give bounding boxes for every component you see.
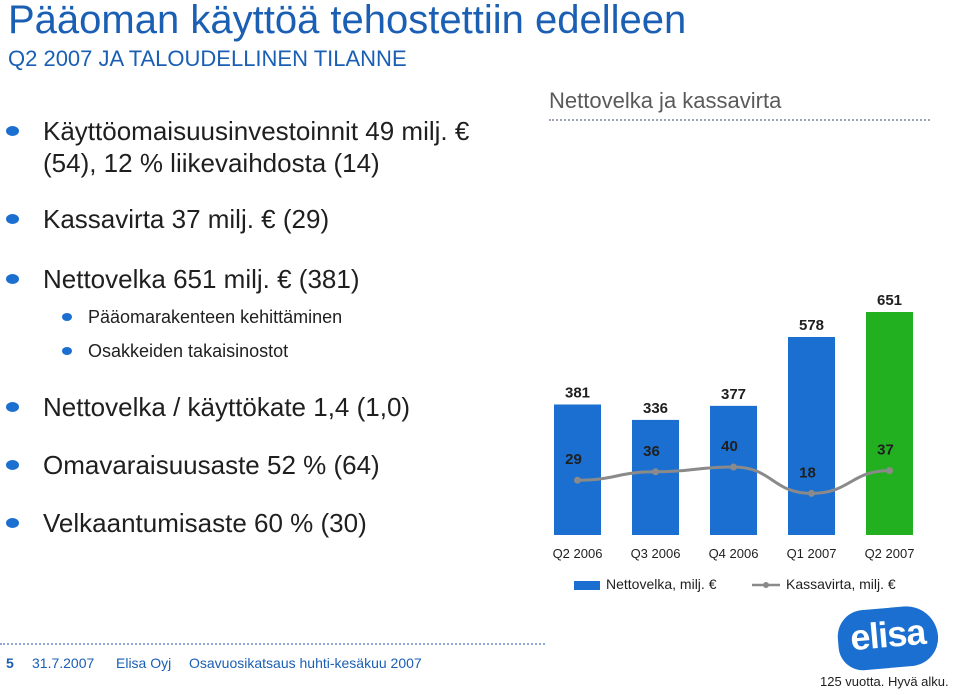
bullet-cashflow-text: Kassavirta 37 milj. € (29) [43,204,330,234]
cashflow-point-3 [730,463,737,471]
footer-divider [0,643,545,645]
footer-company: Elisa Oyj [116,655,172,671]
bar-value-label: 578 [799,317,824,334]
bar-1 [554,404,601,535]
bullet-capex-line2: (54), 12 % liikevaihdosta (14) [43,148,380,178]
bar-2 [632,419,679,535]
page-title: Pääoman käyttöä tehostettiin edelleen [8,0,687,42]
bullet-dot [6,460,19,470]
bullet-dot [62,347,72,355]
cashflow-value-label: 37 [877,442,894,459]
bar-value-label: 336 [643,400,668,417]
elisa-logo-text: elisa [848,610,927,659]
x-tick-label: Q3 2006 [631,546,681,561]
chart-divider [549,119,930,121]
cashflow-point-5 [886,467,893,475]
page-subtitle: Q2 2007 JA TALOUDELLINEN TILANNE [8,46,407,71]
bullet-netdebt-text: Nettovelka 651 milj. € (381) [43,264,360,294]
x-tick-label: Q4 2006 [709,546,759,561]
bullet-dot [6,126,19,136]
cashflow-value-label: 29 [565,451,582,468]
footer-date: 31.7.2007 [32,655,95,671]
subbullet-buybacks-text: Osakkeiden takaisinostot [88,341,289,361]
bullet-equity-ratio-text: Omavaraisuusaste 52 % (64) [43,450,380,480]
bar-value-label: 377 [721,386,746,403]
bullet-dot [62,313,72,321]
cashflow-value-label: 36 [643,443,660,460]
cashflow-value-label: 40 [721,438,738,455]
legend-label-netdebt: Nettovelka, milj. € [606,576,717,592]
cashflow-value-label: 18 [799,464,816,481]
bullet-dot [6,214,19,224]
cashflow-point-4 [808,489,815,497]
bar-value-label: 381 [565,384,590,401]
footer-page-number: 5 [6,655,14,671]
legend-label-cashflow: Kassavirta, milj. € [786,576,896,592]
bullet-dot [6,274,19,284]
bullet-netdebt-ebitda-text: Nettovelka / käyttökate 1,4 (1,0) [43,392,411,422]
footer-document: Osavuosikatsaus huhti-kesäkuu 2007 [189,655,422,671]
bar-4 [788,337,835,535]
cashflow-point-2 [652,468,659,476]
logo-tagline: 125 vuotta. Hyvä alku. [820,674,949,689]
bar-value-label: 651 [877,292,902,309]
subbullet-capital-structure-text: Pääomarakenteen kehittäminen [88,307,343,327]
bullet-gearing-text: Velkaantumisaste 60 % (30) [43,508,367,538]
legend-marker-cashflow [763,582,769,588]
bar-5 [866,312,913,535]
bullet-dot [6,402,19,412]
x-tick-label: Q2 2006 [553,546,603,561]
cashflow-point-1 [574,476,581,484]
legend-swatch-netdebt [574,581,600,590]
netdebt-cashflow-chart: 381 Q2 2006 336 Q3 2006 377 Q4 2006 578 Q1 2007… [553,292,915,592]
x-tick-label: Q2 2007 [865,546,915,561]
x-tick-label: Q1 2007 [787,546,837,561]
elisa-logo: elisa [835,603,941,673]
bullet-dot [6,518,19,528]
bullet-capex-line1: Käyttöomaisuusinvestoinnit 49 milj. € [43,116,470,146]
chart-title: Nettovelka ja kassavirta [549,88,782,113]
